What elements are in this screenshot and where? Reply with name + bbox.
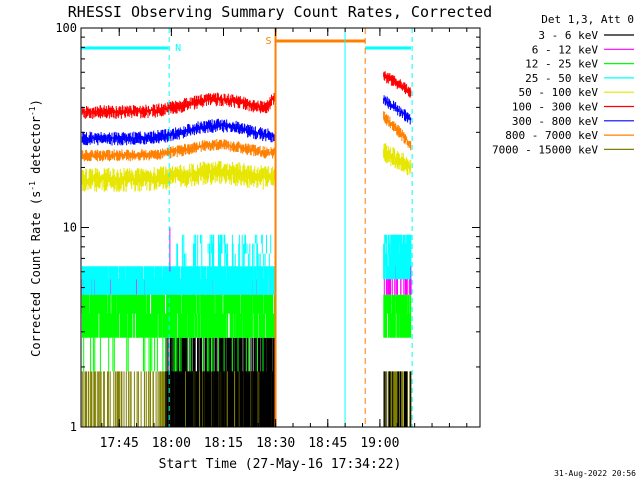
- series-100-300-kev-late: [383, 71, 412, 98]
- timestamp: 31-Aug-2022 20:56: [554, 469, 636, 478]
- x-tick-label: 18:00: [152, 436, 191, 451]
- axes: 17:45 18:00 18:15 18:30 18:45 19:00 1 10 100: [55, 21, 481, 451]
- x-tick-label: 17:45: [100, 436, 139, 451]
- night-flag-label: N: [175, 43, 181, 54]
- legend-header: Det 1,3, Att 0: [541, 13, 634, 26]
- y-axis-label: Corrected Count Rate (s-1 detector-1): [28, 99, 43, 357]
- series-50-100-kev-late: [383, 143, 412, 176]
- x-tick-label: 18:45: [308, 436, 347, 451]
- plot-area: NS: [80, 28, 413, 427]
- x-axis-label: Start Time (27-May-16 17:34:22): [159, 457, 402, 472]
- y-tick-label: 100: [55, 21, 77, 35]
- legend-item-label: 25 - 50 keV: [525, 72, 598, 85]
- chart-title: RHESSI Observing Summary Count Rates, Co…: [68, 3, 492, 21]
- series-300-800-kev-line: [81, 118, 275, 146]
- legend-item-label: 3 - 6 keV: [538, 29, 598, 42]
- y-tick-label: 1: [70, 420, 77, 434]
- x-tick-label: 19:00: [360, 436, 399, 451]
- legend-item-label: 100 - 300 keV: [512, 101, 598, 114]
- series-12-25-kev-spikes: [83, 337, 264, 372]
- legend-item-label: 50 - 100 keV: [519, 86, 599, 99]
- plot-frame: [80, 27, 481, 428]
- series-50-100-kev-line: [81, 160, 275, 192]
- saa-flag-label: S: [266, 36, 272, 47]
- x-tick-label: 18:15: [204, 436, 243, 451]
- series-300-800-kev-late: [383, 95, 412, 125]
- legend-item-label: 300 - 800 keV: [512, 115, 598, 128]
- series-7000-15000-kev-late: [384, 371, 412, 427]
- legend-item-label: 800 - 7000 keV: [505, 129, 598, 142]
- series-25-50-kev-line: [81, 266, 275, 295]
- series-12-25-kev-late: [383, 294, 412, 338]
- legend-item-label: 6 - 12 keV: [532, 43, 599, 56]
- series-800-7000-kev-late: [383, 111, 412, 151]
- legend-item-label: 12 - 25 keV: [525, 58, 598, 71]
- series-12-25-kev-line: [81, 294, 275, 338]
- x-tick-label: 18:30: [256, 436, 295, 451]
- y-tick-label: 10: [63, 221, 77, 235]
- series-100-300-kev-line: [81, 92, 275, 119]
- legend-item-label: 7000 - 15000 keV: [492, 143, 598, 156]
- series-800-7000-kev-line: [81, 138, 275, 162]
- series-3-6-kev-late: [383, 371, 412, 427]
- series-25-50-kev-late: [383, 234, 412, 280]
